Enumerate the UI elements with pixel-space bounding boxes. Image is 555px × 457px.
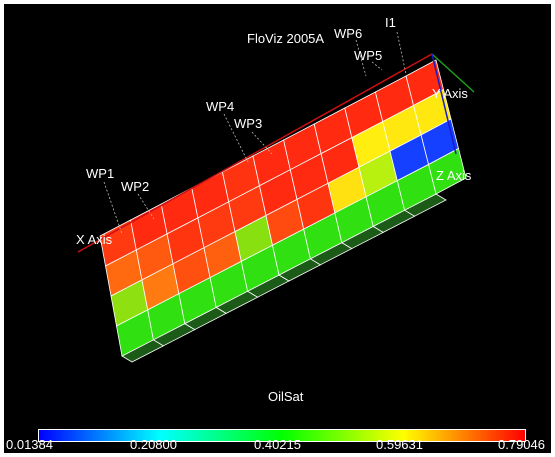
z-axis-line xyxy=(431,53,457,155)
colorbar-tick-2: 0.40215 xyxy=(254,437,301,452)
well-trajectory-1 xyxy=(137,193,155,220)
viewer-title: FloViz 2005A xyxy=(247,31,325,46)
x-axis-label: X Axis xyxy=(76,232,113,247)
colorbar-tick-1: 0.20800 xyxy=(130,437,177,452)
well-label-wp6: WP6 xyxy=(334,26,363,41)
3d-viewport[interactable]: FloViz 2005A WP1 WP2 WP4 WP3 WP6 WP5 I1 … xyxy=(4,4,551,453)
y-axis-label: Y Axis xyxy=(432,86,468,101)
axes-lines xyxy=(77,53,475,253)
well-trajectory-6 xyxy=(396,31,407,75)
x-axis-line xyxy=(77,53,433,253)
grid-cell xyxy=(396,163,437,211)
well-label-wp1: WP1 xyxy=(86,166,115,181)
well-label-wp3: WP3 xyxy=(234,116,263,131)
well-trajectory-5 xyxy=(371,61,383,71)
colorbar-tick-0: 0.01384 xyxy=(6,437,53,452)
y-axis-line xyxy=(431,53,475,93)
well-label-wp4: WP4 xyxy=(206,99,235,114)
well-trajectory-0 xyxy=(103,181,123,235)
colorbar-tick-3: 0.59631 xyxy=(376,437,423,452)
grid-cells xyxy=(99,59,467,363)
colorbar-tick-4: 0.79046 xyxy=(498,437,545,452)
z-axis-label: Z Axis xyxy=(436,168,472,183)
well-trajectories xyxy=(103,31,407,235)
property-label: OilSat xyxy=(268,389,304,404)
well-trajectory-2 xyxy=(223,113,250,165)
well-label-wp2: WP2 xyxy=(121,179,150,194)
well-trajectory-3 xyxy=(251,131,273,155)
color-legend-bar xyxy=(38,429,526,442)
well-label-wp5: WP5 xyxy=(354,48,383,63)
reservoir-grid-view[interactable] xyxy=(4,4,551,453)
well-label-i1: I1 xyxy=(385,15,396,30)
